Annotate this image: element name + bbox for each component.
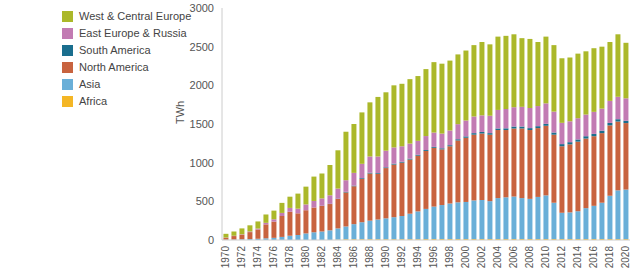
- svg-text:1974: 1974: [252, 246, 263, 269]
- svg-text:2008: 2008: [524, 246, 535, 269]
- svg-text:3000: 3000: [190, 2, 214, 14]
- html-text:South America: South America: [79, 44, 151, 56]
- svg-text:2002: 2002: [476, 246, 487, 269]
- svg-text:2000: 2000: [460, 246, 471, 269]
- svg-text:1994: 1994: [412, 246, 423, 269]
- svg-text:2014: 2014: [572, 246, 583, 269]
- svg-text:1986: 1986: [348, 246, 359, 269]
- svg-text:1998: 1998: [444, 246, 455, 269]
- svg-text:2012: 2012: [556, 246, 567, 269]
- svg-text:1976: 1976: [268, 246, 279, 269]
- svg-text:500: 500: [196, 195, 214, 207]
- html-text:East Europe & Russia: East Europe & Russia: [79, 27, 187, 39]
- svg-text:1500: 1500: [190, 118, 214, 130]
- svg-text:2006: 2006: [508, 246, 519, 269]
- svg-text:1990: 1990: [380, 246, 391, 269]
- svg-text:2016: 2016: [588, 246, 599, 269]
- svg-text:1988: 1988: [364, 246, 375, 269]
- svg-text:2020: 2020: [620, 246, 631, 269]
- svg-text:2018: 2018: [604, 246, 615, 269]
- svg-text:2010: 2010: [540, 246, 551, 269]
- svg-text:TWh: TWh: [174, 101, 186, 124]
- svg-text:1980: 1980: [300, 246, 311, 269]
- svg-text:1982: 1982: [316, 246, 327, 269]
- svg-text:1984: 1984: [332, 246, 343, 269]
- svg-text:2004: 2004: [492, 246, 503, 269]
- svg-text:1978: 1978: [284, 246, 295, 269]
- svg-text:1972: 1972: [236, 246, 247, 269]
- html-text:Africa: Africa: [79, 95, 108, 107]
- svg-text:2500: 2500: [190, 41, 214, 53]
- svg-text:1996: 1996: [428, 246, 439, 269]
- svg-text:1000: 1000: [190, 157, 214, 169]
- html-text:North America: North America: [79, 61, 149, 73]
- html-text:Asia: Asia: [79, 78, 101, 90]
- svg-text:0: 0: [208, 234, 214, 246]
- svg-text:1970: 1970: [220, 246, 231, 269]
- svg-text:2000: 2000: [190, 79, 214, 91]
- svg-text:1992: 1992: [396, 246, 407, 269]
- html-text:West & Central Europe: West & Central Europe: [79, 10, 192, 22]
